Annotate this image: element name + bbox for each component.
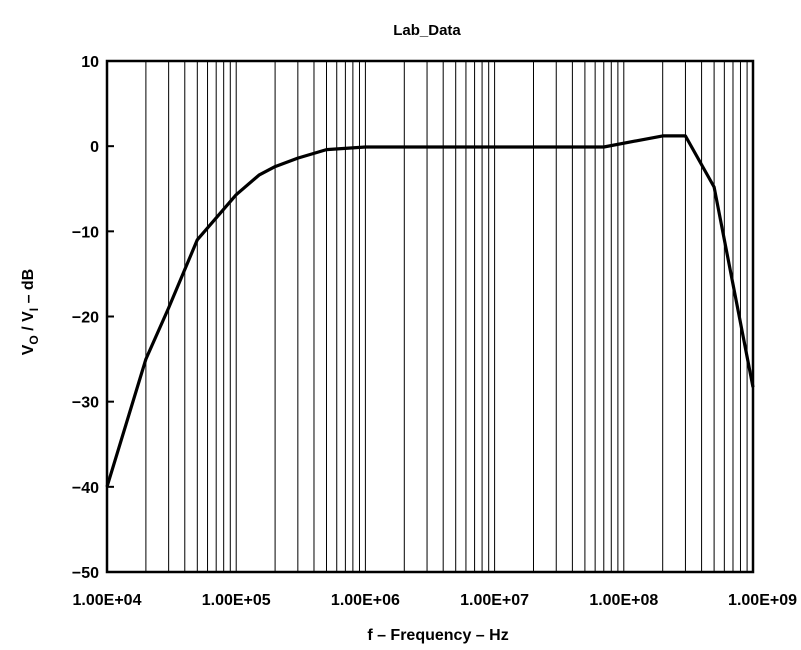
y-tick-label: 10 [81, 54, 99, 71]
series-line [105, 134, 755, 488]
y-axis-label: VO / VI – dB [20, 269, 41, 356]
y-axis-label-sub-o: O [27, 335, 41, 344]
y-axis-label-v: V [20, 344, 37, 355]
y-tick-label: −10 [72, 224, 99, 241]
x-tick-label: 1.00E+04 [73, 592, 142, 609]
y-tick-label: −50 [72, 565, 99, 582]
x-tick-label: 1.00E+06 [331, 592, 400, 609]
chart-title: Lab_Data [393, 22, 461, 39]
y-axis-label-rest: – dB [20, 269, 37, 308]
x-tick-label: 1.00E+05 [202, 592, 271, 609]
series-layer [105, 134, 755, 488]
x-tick-label: 1.00E+09 [728, 592, 797, 609]
y-axis-label-sub-i: I [27, 308, 41, 311]
y-tick-label: −30 [72, 395, 99, 412]
x-axis-label: f – Frequency – Hz [367, 627, 508, 644]
x-tick-label: 1.00E+07 [460, 592, 529, 609]
y-tick-label: 0 [90, 139, 99, 156]
x-tick-label: 1.00E+08 [589, 592, 658, 609]
y-tick-label: −40 [72, 480, 99, 497]
y-tick-label: −20 [72, 310, 99, 327]
y-axis: 10 0 −10 −20 −30 −40 −50 [72, 54, 114, 582]
y-axis-label-slash: / V [20, 311, 37, 335]
x-axis: 1.00E+04 1.00E+05 1.00E+06 1.00E+07 1.00E+08… [73, 592, 798, 609]
grid [106, 61, 754, 572]
